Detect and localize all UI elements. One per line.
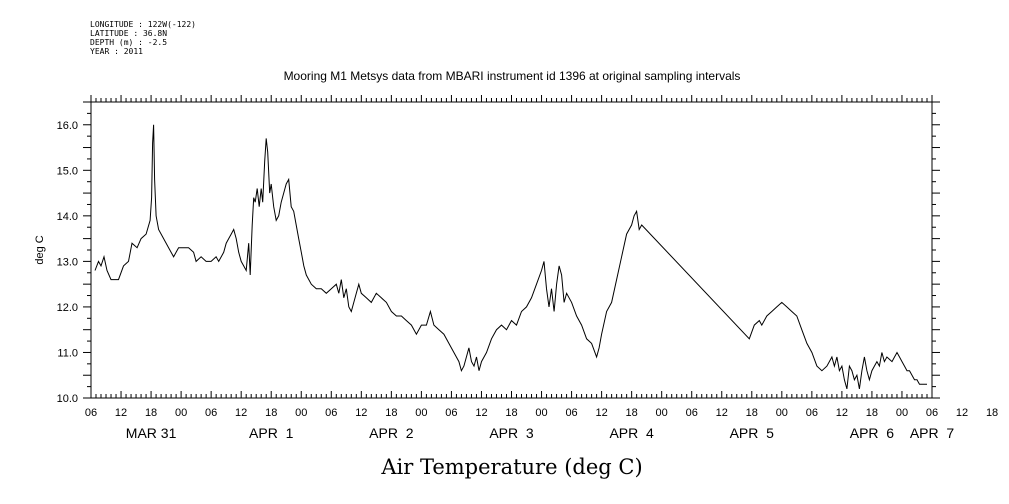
x-tick-label: 06 [565,407,577,419]
x-tick-label: 00 [295,407,307,419]
x-tick-label: 00 [415,407,427,419]
x-tick-label: 06 [445,407,457,419]
x-tick-label: 00 [175,407,187,419]
day-label: APR 7 [910,425,955,441]
chart-title: Mooring M1 Metsys data from MBARI instru… [284,69,741,83]
day-label: APR 2 [369,425,414,441]
x-tick-label: 18 [626,407,638,419]
y-tick-labels: 10.0 11.0 12.0 13.0 14.0 15.0 16.0 [57,120,78,405]
x-axis-title: Air Temperature (deg C) [380,455,642,479]
x-tick-label: 00 [776,407,788,419]
y-axis-label: deg C [34,235,46,264]
x-tick-label: 12 [475,407,487,419]
y-tick-label: 10.0 [57,393,78,405]
x-tick-label: 00 [656,407,668,419]
year-text: YEAR : 2011 [90,47,143,56]
day-label: MAR 31 [126,425,177,441]
x-tick-label: 18 [385,407,397,419]
x-tick-label: 18 [265,407,277,419]
x-tick-label: 06 [85,407,97,419]
longitude-text: LONGITUDE : 122W(-122) [90,20,196,29]
y-tick-label: 14.0 [57,211,78,223]
x-tick-label: 12 [235,407,247,419]
depth-text: DEPTH (m) : -2.5 [90,38,168,47]
y-tick-label: 16.0 [57,120,78,132]
x-tick-label: 00 [535,407,547,419]
x-tick-label: 12 [595,407,607,419]
x-tick-label: 12 [716,407,728,419]
metadata-block: LONGITUDE : 122W(-122) LATITUDE : 36.8N … [90,20,196,56]
x-tick-label: 18 [505,407,517,419]
x-tick-label: 00 [896,407,908,419]
x-tick-label: 18 [986,407,998,419]
y-tick-label: 12.0 [57,302,78,314]
x-tick-label: 18 [145,407,157,419]
day-label: APR 6 [850,425,895,441]
x-tick-label: 12 [115,407,127,419]
day-label: APR 1 [249,425,294,441]
x-tick-label: 06 [325,407,337,419]
air-temperature-line [94,124,927,390]
x-tick-labels: 06 12 18 00 06 12 18 00 06 12 18 00 06 12 18 00 06 12 18 00… [85,407,998,419]
y-tick-label: 15.0 [57,165,78,177]
x-tick-label: 12 [956,407,968,419]
x-tick-label: 18 [746,407,758,419]
x-tick-label: 06 [686,407,698,419]
x-tick-label: 12 [836,407,848,419]
day-label: APR 4 [609,425,654,441]
x-tick-label: 06 [205,407,217,419]
plot-frame [90,101,933,399]
x-tick-label: 06 [926,407,938,419]
y-tick-label: 13.0 [57,256,78,268]
day-labels: MAR 31 APR 1 APR 2 APR 3 APR 4 APR 5 APR 6 APR … [126,425,955,441]
latitude-text: LATITUDE : 36.8N [90,29,168,38]
day-label: APR 5 [730,425,775,441]
x-tick-label: 06 [806,407,818,419]
x-tick-label: 18 [866,407,878,419]
day-label: APR 3 [489,425,534,441]
y-tick-label: 11.0 [57,347,78,359]
x-tick-label: 12 [355,407,367,419]
axis-ticks [83,95,940,399]
